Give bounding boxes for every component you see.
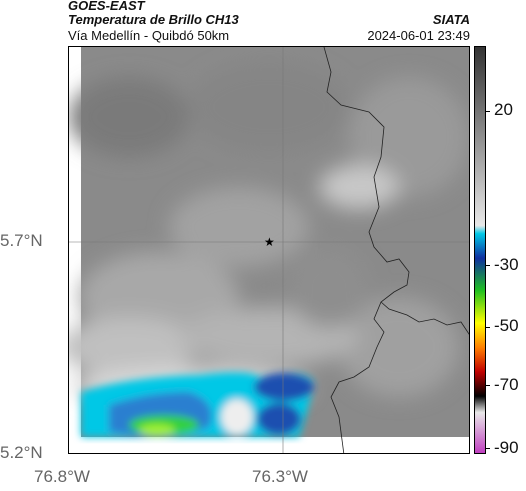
y-label-south: 5.2°N — [0, 443, 43, 462]
colorbar-label: -70 — [494, 375, 519, 394]
product-title: Temperatura de Brillo CH13 — [68, 12, 239, 27]
brand-label: SIATA — [432, 12, 470, 27]
x-label-east: 76.3°W — [252, 467, 308, 486]
colorbar-label: -30 — [494, 255, 519, 274]
map-panel[interactable]: ★ — [68, 46, 470, 454]
colorbar — [474, 46, 486, 454]
colorbar-tick — [486, 385, 490, 386]
star-icon: ★ — [264, 235, 275, 249]
colorbar-tick — [486, 265, 490, 266]
colorbar-label: -50 — [494, 316, 519, 335]
colorbar-gradient — [475, 47, 485, 453]
colorbar-tick — [486, 327, 490, 328]
border-line — [323, 47, 410, 453]
colorbar-label: 20 — [494, 100, 513, 119]
satellite-image: ★ — [69, 47, 469, 453]
x-label-west: 76.8°W — [34, 467, 90, 486]
colorbar-tick — [486, 111, 490, 112]
datetime-label: 2024-06-01 23:49 — [367, 28, 470, 43]
region-subtitle: Vía Medellín - Quibdó 50km — [68, 28, 230, 43]
satellite-title: GOES-EAST — [68, 0, 145, 13]
y-label-north: 5.7°N — [0, 231, 43, 250]
colorbar-tick — [486, 448, 490, 449]
border-line-2 — [380, 301, 469, 335]
colorbar-label: -90 — [494, 438, 519, 457]
